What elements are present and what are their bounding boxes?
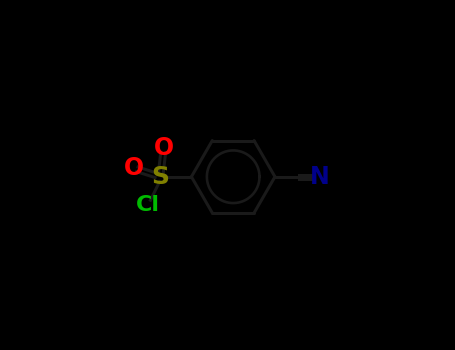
Text: Cl: Cl [136, 195, 160, 215]
Text: O: O [154, 136, 174, 160]
Text: N: N [310, 165, 330, 189]
Text: S: S [152, 165, 169, 189]
Text: O: O [123, 156, 143, 180]
